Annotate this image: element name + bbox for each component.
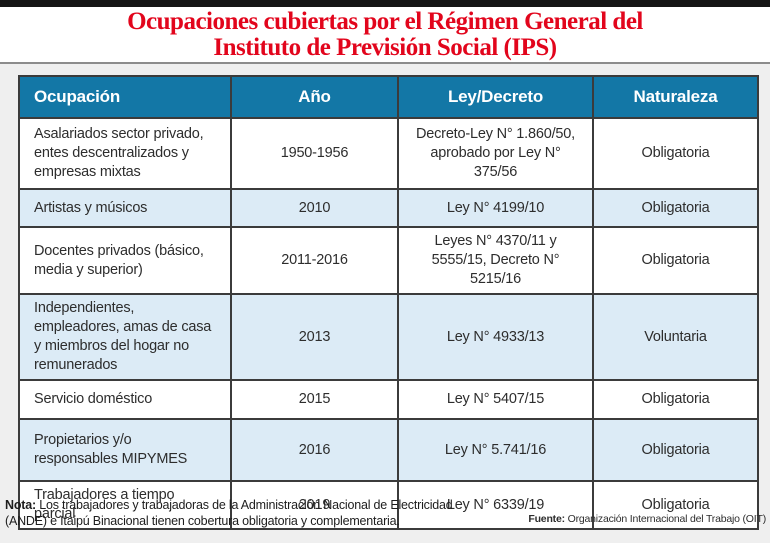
table-row: Docentes privados (básico, media y super… (18, 226, 759, 295)
cell-naturaleza: Obligatoria (592, 418, 759, 482)
table-row: Trabajadores a tiempo parcial 2019 Ley N… (18, 480, 759, 530)
table-header-row: Ocupación Año Ley/Decreto Naturaleza (18, 75, 759, 119)
ips-coverage-table: Ocupación Año Ley/Decreto Naturaleza Asa… (18, 75, 759, 530)
cell-ano: 2015 (230, 379, 399, 420)
cell-ocupacion: Artistas y músicos (18, 188, 232, 228)
footnote-label: Nota: (5, 498, 36, 512)
cell-ocupacion: Servicio doméstico (18, 379, 232, 420)
cell-ano: 2019 (230, 480, 399, 530)
footnote-text: Los trabajadores y trabajadoras de la Ad… (5, 498, 453, 528)
cell-naturaleza: Obligatoria (592, 480, 759, 530)
cell-ley-decreto: Leyes N° 4370/11 y 5555/15, Decreto N° 5… (397, 226, 594, 295)
column-header-naturaleza: Naturaleza (592, 75, 759, 119)
cell-ley-decreto: Ley N° 5407/15 (397, 379, 594, 420)
cell-naturaleza: Obligatoria (592, 188, 759, 228)
table-body: Asalariados sector privado, entes descen… (18, 117, 759, 530)
content-area: Ocupación Año Ley/Decreto Naturaleza Asa… (0, 64, 770, 543)
cell-naturaleza: Obligatoria (592, 226, 759, 295)
page-title-line2: Instituto de Previsión Social (IPS) (213, 33, 557, 61)
source-credit: Fuente: Organización Internacional del T… (528, 513, 766, 525)
source-label: Fuente: (528, 513, 565, 525)
table-row: Artistas y músicos 2010 Ley N° 4199/10 O… (18, 188, 759, 228)
cell-ocupacion: Independientes, empleadores, amas de cas… (18, 293, 232, 381)
column-header-ley-decreto: Ley/Decreto (397, 75, 594, 119)
cell-ano: 2016 (230, 418, 399, 482)
cell-ano: 2013 (230, 293, 399, 381)
cell-ley-decreto: Ley N° 4199/10 (397, 188, 594, 228)
cell-ocupacion: Propietarios y/o responsables MIPYMES (18, 418, 232, 482)
cell-naturaleza: Obligatoria (592, 379, 759, 420)
column-header-ocupacion: Ocupación (18, 75, 232, 119)
cell-ley-decreto: Ley N° 4933/13 (397, 293, 594, 381)
cell-naturaleza: Obligatoria (592, 117, 759, 190)
cell-ocupacion: Asalariados sector privado, entes descen… (18, 117, 232, 190)
cell-ano: 1950-1956 (230, 117, 399, 190)
cell-ley-decreto: Ley N° 6339/19 (397, 480, 594, 530)
cell-ano: 2010 (230, 188, 399, 228)
page-title: Ocupaciones cubiertas por el Régimen Gen… (127, 7, 643, 61)
cell-ocupacion: Docentes privados (básico, media y super… (18, 226, 232, 295)
cell-ley-decreto: Ley N° 5.741/16 (397, 418, 594, 482)
page-title-line1: Ocupaciones cubiertas por el Régimen Gen… (127, 7, 643, 35)
cell-ley-decreto: Decreto-Ley N° 1.860/50, aprobado por Le… (397, 117, 594, 190)
top-border-bar (0, 0, 770, 7)
footnote: Nota: Los trabajadores y trabajadoras de… (5, 497, 495, 529)
column-header-ano: Año (230, 75, 399, 119)
cell-naturaleza: Voluntaria (592, 293, 759, 381)
table-row: Asalariados sector privado, entes descen… (18, 117, 759, 190)
title-area: Ocupaciones cubiertas por el Régimen Gen… (0, 7, 770, 62)
table-row: Independientes, empleadores, amas de cas… (18, 293, 759, 381)
cell-ocupacion: Trabajadores a tiempo parcial (18, 480, 232, 530)
title-divider-line (0, 62, 770, 64)
table-row: Servicio doméstico 2015 Ley N° 5407/15 O… (18, 379, 759, 420)
cell-ano: 2011-2016 (230, 226, 399, 295)
table-row: Propietarios y/o responsables MIPYMES 20… (18, 418, 759, 482)
source-text: Organización Internacional del Trabajo (… (564, 513, 767, 525)
